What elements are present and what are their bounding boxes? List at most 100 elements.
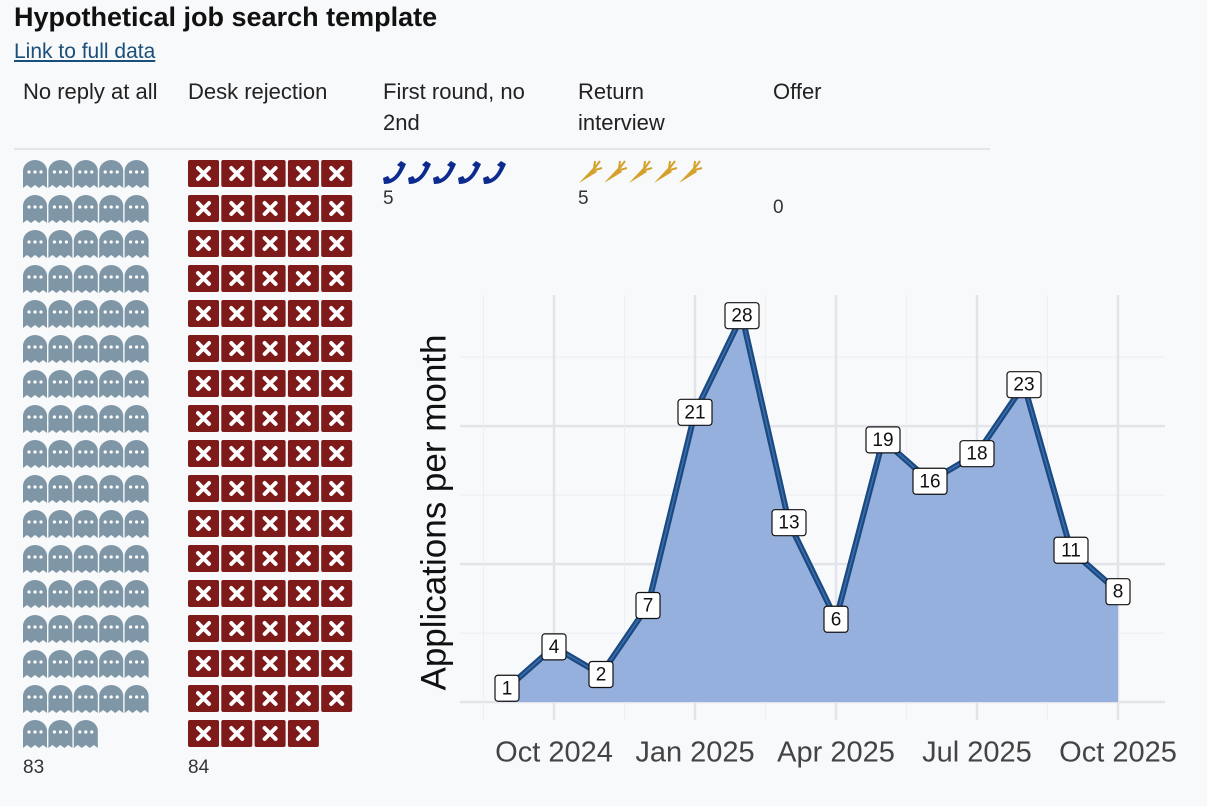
ghost-body: [99, 440, 124, 468]
count-icon: [287, 510, 319, 537]
ghost-eye: [129, 485, 133, 489]
box-cross: [229, 236, 245, 251]
count-icon: [254, 545, 286, 572]
box-cross: [196, 726, 211, 741]
ghost-body: [48, 160, 73, 188]
data-label: 11: [1061, 540, 1081, 561]
ghost-eye: [64, 170, 68, 174]
ghost-eye: [52, 275, 57, 279]
ghost-body: [23, 300, 47, 328]
count-icon: [23, 300, 47, 328]
box-cross: [196, 691, 211, 706]
ghost-eye: [52, 450, 57, 454]
ghost-eye: [84, 590, 88, 594]
count-icon: [48, 615, 73, 643]
count-icon: [124, 335, 149, 363]
box-cross: [329, 516, 345, 531]
data-label: 1: [502, 678, 513, 699]
column-header: Offer: [773, 79, 822, 104]
box-cross: [262, 446, 278, 461]
count-icon: [221, 335, 253, 362]
ghost-body: [124, 440, 149, 468]
data-link[interactable]: Link to full data: [14, 40, 156, 63]
data-label: 19: [872, 430, 893, 451]
count-icon: [221, 650, 253, 677]
count-icon: [321, 370, 353, 397]
phone-shape: [433, 161, 456, 184]
ghost-eye: [39, 345, 43, 349]
ghost-eye: [90, 345, 94, 349]
count-icon: [48, 335, 73, 363]
box-cross: [229, 586, 245, 601]
data-label-box: [823, 605, 849, 633]
data-label-box: [588, 660, 614, 689]
ghost-eye: [115, 310, 119, 314]
ghost-body: [73, 720, 98, 748]
count-icon: [48, 720, 73, 748]
ghost-body: [23, 195, 47, 223]
ghost-eye: [141, 625, 145, 629]
count-icon: [48, 195, 73, 223]
box-cross: [229, 516, 245, 531]
ghost-eye: [27, 520, 31, 524]
ghost-eye: [33, 205, 37, 209]
box-cross: [295, 516, 311, 531]
box-cross: [329, 341, 345, 356]
ghost-body: [99, 650, 124, 678]
ghost-eye: [135, 485, 139, 489]
ghost-eye: [135, 450, 139, 454]
count-icon: [99, 370, 124, 398]
count-label: 84: [188, 757, 210, 778]
x-tick-label: Oct 2024: [495, 737, 613, 769]
x-tick-label: Oct 2025: [1059, 737, 1177, 769]
ghost-eye: [52, 625, 57, 629]
count-icon: [188, 265, 219, 292]
ghost-eye: [109, 415, 113, 419]
ghost-eye: [39, 415, 43, 419]
box-cross: [295, 446, 311, 461]
count-icon: [287, 370, 319, 397]
ghost-eye: [64, 485, 68, 489]
ghost-eye: [52, 240, 57, 244]
count-icon: [188, 230, 219, 257]
ghost-eye: [58, 590, 63, 594]
count-icon: [221, 510, 253, 537]
box-cross: [262, 411, 278, 426]
ghost-eye: [78, 625, 82, 629]
ghost-body: [48, 195, 73, 223]
ghost-eye: [58, 310, 63, 314]
ghost-eye: [78, 310, 82, 314]
phone-shape: [483, 161, 506, 184]
count-icon: [188, 370, 219, 397]
ghost-eye: [129, 450, 133, 454]
ghost-body: [124, 229, 149, 258]
ghost-body: [48, 545, 73, 573]
count-icon: [254, 265, 286, 292]
count-icon: [254, 580, 286, 607]
ghost-eye: [33, 660, 37, 664]
count-icon: [23, 405, 47, 433]
data-label-box: [912, 467, 948, 495]
ghost-eye: [78, 590, 82, 594]
ghost-eye: [39, 240, 43, 244]
count-icon: [48, 265, 73, 293]
count-icon: [73, 685, 98, 713]
ghost-eye: [27, 695, 31, 699]
ghost-eye: [90, 695, 94, 699]
count-icon: [23, 265, 47, 293]
ghost-eye: [39, 310, 43, 314]
count-icon: [23, 580, 47, 608]
carrot-body: [579, 168, 597, 183]
column-header: First round, no 2nd: [383, 79, 525, 135]
count-label: 5: [383, 188, 394, 209]
ghost-eye: [115, 240, 119, 244]
ghost-eye: [33, 695, 37, 699]
ghost-eye: [39, 555, 43, 559]
box-cross: [229, 656, 245, 671]
count-icon: [321, 475, 353, 502]
count-icon: [287, 160, 319, 187]
x-tick-label: Jan 2025: [635, 737, 754, 769]
ghost-body: [73, 580, 98, 608]
box-cross: [329, 166, 345, 181]
count-icon: [287, 440, 319, 467]
